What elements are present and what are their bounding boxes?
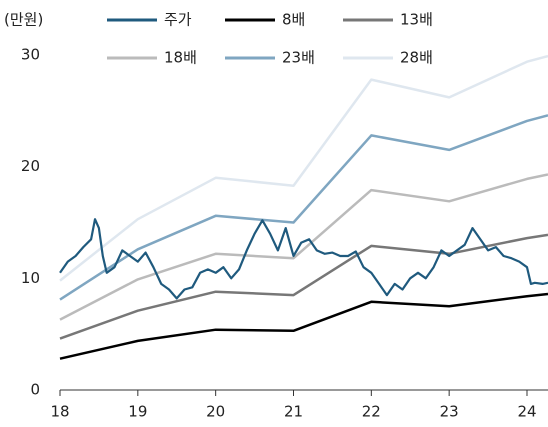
x-tick-label: 22 — [362, 403, 381, 421]
series-line — [59, 114, 548, 301]
y-tick-label: 10 — [21, 269, 40, 287]
x-tick-label: 23 — [440, 403, 459, 421]
legend-label: 8배 — [282, 11, 305, 29]
y-tick-label: 20 — [21, 157, 40, 175]
series-line — [59, 218, 548, 300]
y-tick-label: 30 — [21, 46, 40, 64]
legend-label: 13배 — [400, 11, 433, 29]
series-line — [59, 233, 548, 340]
y-tick-label: 0 — [30, 381, 40, 399]
legend-label: 23배 — [282, 49, 315, 67]
x-tick-label: 21 — [284, 403, 303, 421]
legend-label: 18배 — [164, 49, 197, 67]
series-line — [59, 173, 548, 321]
x-tick-label: 18 — [50, 403, 69, 421]
legend-label: 28배 — [400, 49, 433, 67]
legend-label: 주가 — [164, 11, 192, 29]
series-line — [59, 54, 548, 282]
y-axis-label: (만원) — [4, 11, 43, 29]
x-tick-label: 20 — [206, 403, 225, 421]
x-tick-label: 19 — [128, 403, 147, 421]
x-tick-label: 24 — [517, 403, 536, 421]
series-line — [59, 292, 548, 360]
